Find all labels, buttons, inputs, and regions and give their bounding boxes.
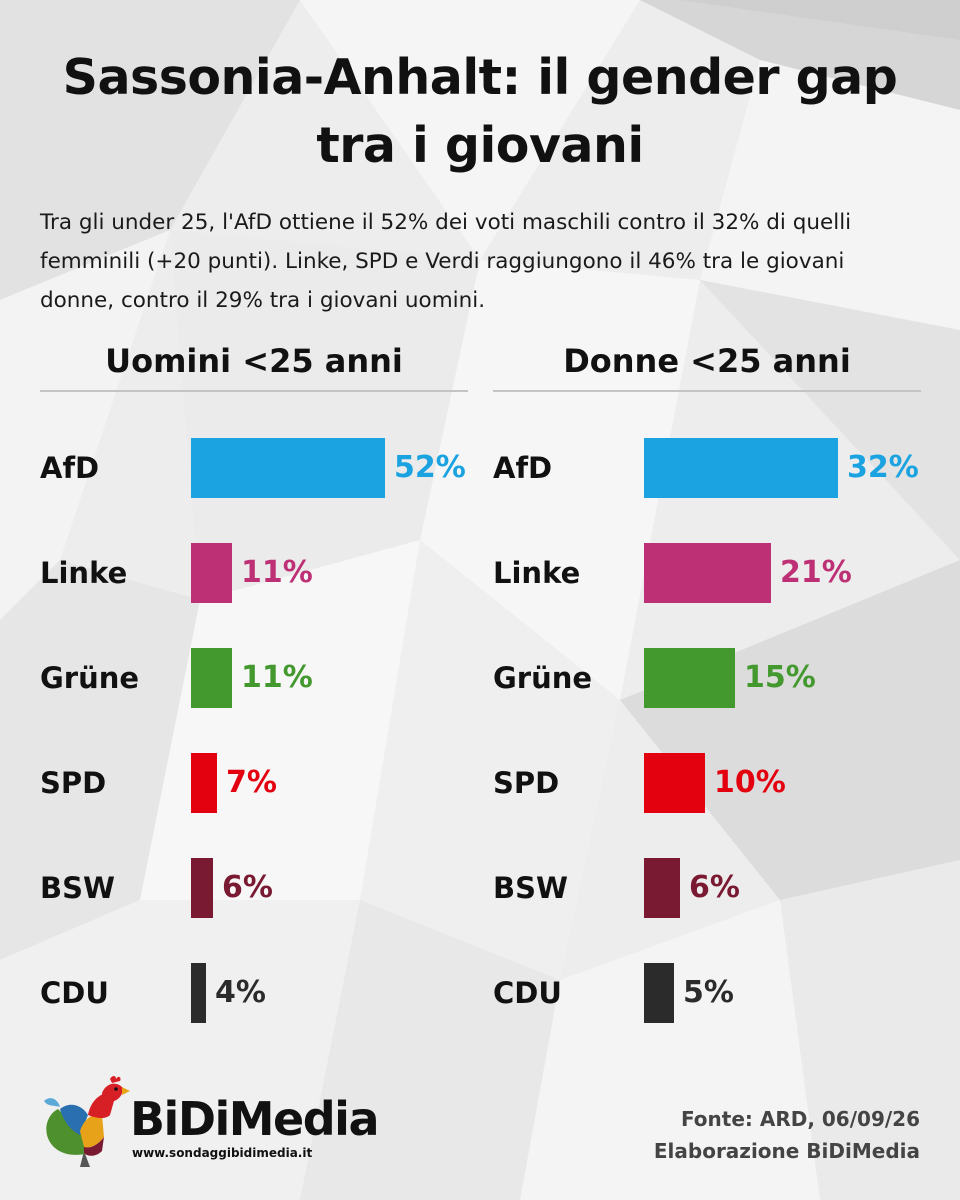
category-label: Linke xyxy=(493,556,581,590)
source-note: Fonte: ARD, 06/09/26 Elaborazione BiDiMe… xyxy=(654,1103,920,1167)
logo: BiDiMedia www.sondaggibidimedia.it xyxy=(40,1075,400,1170)
bar xyxy=(191,438,385,498)
bar-row: SPD 7% xyxy=(40,753,468,813)
value-label: 52% xyxy=(394,450,466,485)
category-label: BSW xyxy=(493,871,568,905)
value-label: 11% xyxy=(241,660,313,695)
bar-row: SPD 10% xyxy=(493,753,921,813)
bar-row: CDU 5% xyxy=(493,963,921,1023)
value-label: 5% xyxy=(683,975,734,1010)
bar-row: Linke 11% xyxy=(40,543,468,603)
value-label: 6% xyxy=(222,870,273,905)
bar xyxy=(644,543,771,603)
bar xyxy=(644,648,735,708)
bar-row: AfD 52% xyxy=(40,438,468,498)
divider xyxy=(40,390,468,392)
value-label: 32% xyxy=(847,450,919,485)
bar-row: CDU 4% xyxy=(40,963,468,1023)
page-title: Sassonia-Anhalt: il gender gap tra i gio… xyxy=(62,49,898,174)
bar xyxy=(191,963,206,1023)
bar-row: Grüne 11% xyxy=(40,648,468,708)
logo-url: www.sondaggibidimedia.it xyxy=(132,1146,313,1160)
category-label: Grüne xyxy=(493,661,593,695)
category-label: SPD xyxy=(493,766,560,800)
bar-row: Linke 21% xyxy=(493,543,921,603)
category-label: CDU xyxy=(40,976,109,1010)
bar xyxy=(644,858,680,918)
value-label: 7% xyxy=(226,765,277,800)
value-label: 4% xyxy=(215,975,266,1010)
category-label: AfD xyxy=(493,451,553,485)
bar xyxy=(191,858,213,918)
category-label: Grüne xyxy=(40,661,140,695)
subtitle: Tra gli under 25, l'AfD ottiene il 52% d… xyxy=(40,210,852,313)
category-label: CDU xyxy=(493,976,562,1010)
bar xyxy=(191,753,217,813)
category-label: BSW xyxy=(40,871,115,905)
divider xyxy=(493,390,921,392)
category-label: SPD xyxy=(40,766,107,800)
bar xyxy=(644,438,838,498)
source-line: Fonte: ARD, 06/09/26 xyxy=(680,1107,920,1131)
value-label: 11% xyxy=(241,555,313,590)
bar-row: AfD 32% xyxy=(493,438,921,498)
value-label: 15% xyxy=(744,660,816,695)
credit-line: Elaborazione BiDiMedia xyxy=(653,1139,920,1163)
bar xyxy=(191,543,232,603)
category-label: Linke xyxy=(40,556,128,590)
category-label: AfD xyxy=(40,451,100,485)
chart-donne: Donne <25 anni AfD 32% Linke 21% Grüne 15% SPD… xyxy=(493,338,921,1038)
value-label: 10% xyxy=(714,765,786,800)
value-label: 21% xyxy=(780,555,852,590)
bar xyxy=(644,753,705,813)
bar-row: BSW 6% xyxy=(493,858,921,918)
rooster-icon xyxy=(44,1076,130,1167)
bar-row: Grüne 15% xyxy=(493,648,921,708)
chart-title-uomini: Uomini <25 anni xyxy=(105,342,403,380)
bar xyxy=(644,963,674,1023)
bar-row: BSW 6% xyxy=(40,858,468,918)
bar xyxy=(191,648,232,708)
value-label: 6% xyxy=(689,870,740,905)
chart-uomini: Uomini <25 anni AfD 52% Linke 11% Grüne 11% SP… xyxy=(40,338,468,1038)
logo-wordmark: BiDiMedia xyxy=(130,1092,380,1146)
chart-title-donne: Donne <25 anni xyxy=(563,342,851,380)
